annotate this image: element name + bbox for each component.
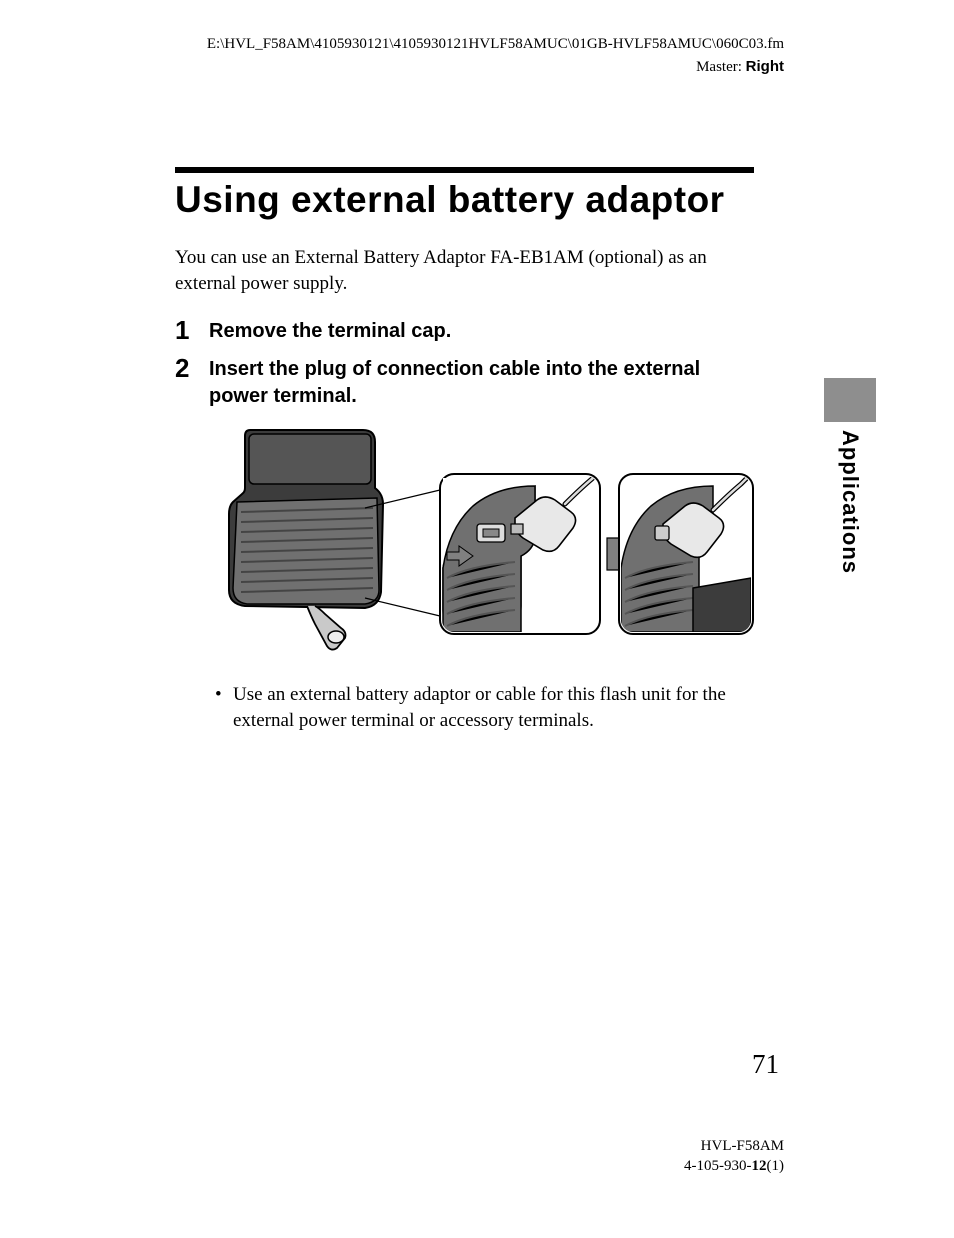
- master-label: Master:: [696, 59, 746, 75]
- file-path: E:\HVL_F58AM\4105930121\4105930121HVLF58…: [175, 35, 784, 55]
- step-number: 1: [175, 316, 209, 346]
- page-number: 71: [752, 1049, 779, 1080]
- figure-container: [215, 428, 844, 658]
- document-header: E:\HVL_F58AM\4105930121\4105930121HVLF58…: [175, 35, 844, 77]
- footer-doc-bold: 12: [752, 1158, 767, 1174]
- bullet-mark: •: [215, 682, 233, 733]
- bullet-item: • Use an external battery adaptor or cab…: [215, 682, 744, 733]
- document-footer: HVL-F58AM 4-105-930-12(1): [684, 1136, 784, 1177]
- step-item: 1 Remove the terminal cap.: [175, 316, 754, 346]
- flash-unit-illustration: [215, 428, 755, 658]
- bullet-text: Use an external battery adaptor or cable…: [233, 682, 744, 733]
- step-number: 2: [175, 354, 209, 384]
- footer-doc-number: 4-105-930-12(1): [684, 1156, 784, 1176]
- section-tab: Applications: [824, 378, 876, 574]
- step-item: 2 Insert the plug of connection cable in…: [175, 354, 754, 410]
- footer-doc-suffix: (1): [767, 1158, 785, 1174]
- page-title: Using external battery adaptor: [175, 179, 844, 221]
- section-tab-label: Applications: [837, 430, 863, 574]
- detail-panel-1: [440, 474, 600, 634]
- intro-paragraph: You can use an External Battery Adaptor …: [175, 245, 754, 296]
- step-text: Remove the terminal cap.: [209, 316, 451, 345]
- step-list: 1 Remove the terminal cap. 2 Insert the …: [175, 316, 754, 410]
- footer-model: HVL-F58AM: [684, 1136, 784, 1156]
- footer-doc-prefix: 4-105-930-: [684, 1158, 752, 1174]
- master-value: Right: [746, 58, 784, 75]
- note-block: • Use an external battery adaptor or cab…: [215, 682, 744, 733]
- detail-panel-2: [619, 474, 753, 634]
- flash-body-icon: [229, 430, 440, 650]
- title-rule: [175, 167, 754, 173]
- step-text: Insert the plug of connection cable into…: [209, 354, 754, 410]
- master-line: Master: Right: [175, 57, 784, 78]
- section-tab-block: [824, 378, 876, 422]
